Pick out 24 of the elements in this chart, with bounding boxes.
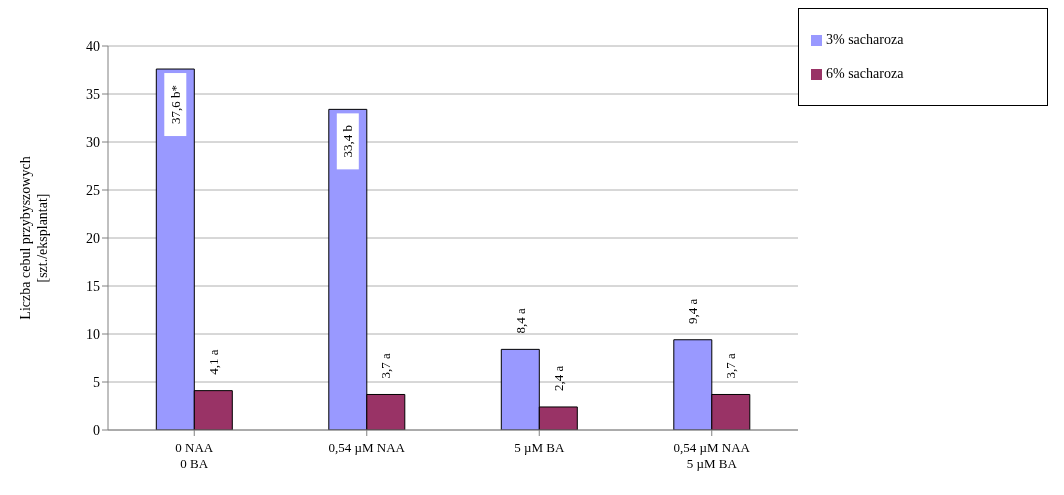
y-tick-label: 35	[86, 86, 100, 102]
x-tick-label: 0,54 µM NAA	[328, 440, 406, 455]
x-tick-label: 0 NAA 0 BA	[175, 440, 214, 471]
legend-label: 6% sacharoza	[826, 66, 904, 81]
y-tick-label: 5	[93, 374, 100, 390]
y-tick-label: 10	[86, 326, 100, 342]
data-label: 3,7 a	[723, 353, 739, 379]
data-label: 3,7 a	[378, 353, 394, 379]
legend-label: 3% sacharoza	[826, 32, 904, 47]
y-tick-label: 0	[93, 422, 100, 438]
data-label: 37,6 b*	[167, 85, 183, 125]
data-label: 4,1 a	[205, 349, 221, 375]
y-tick-label: 25	[86, 182, 100, 198]
x-tick-label: 5 µM BA	[514, 440, 565, 455]
data-label: 2,4 a	[550, 365, 566, 392]
y-tick-label: 15	[86, 278, 100, 294]
data-label: 33,4 b	[340, 125, 356, 158]
y-tick-label: 40	[86, 38, 100, 54]
y-axis-title: Liczba cebul przybyszowych [szt./eksplantat]	[18, 156, 50, 320]
x-tick-label: 0,54 µM NAA 5 µM BA	[673, 440, 751, 471]
data-label: 9,4 a	[685, 298, 701, 324]
data-label: 8,4 a	[512, 308, 528, 334]
y-tick-label: 30	[86, 134, 100, 150]
y-tick-label: 20	[86, 230, 100, 246]
